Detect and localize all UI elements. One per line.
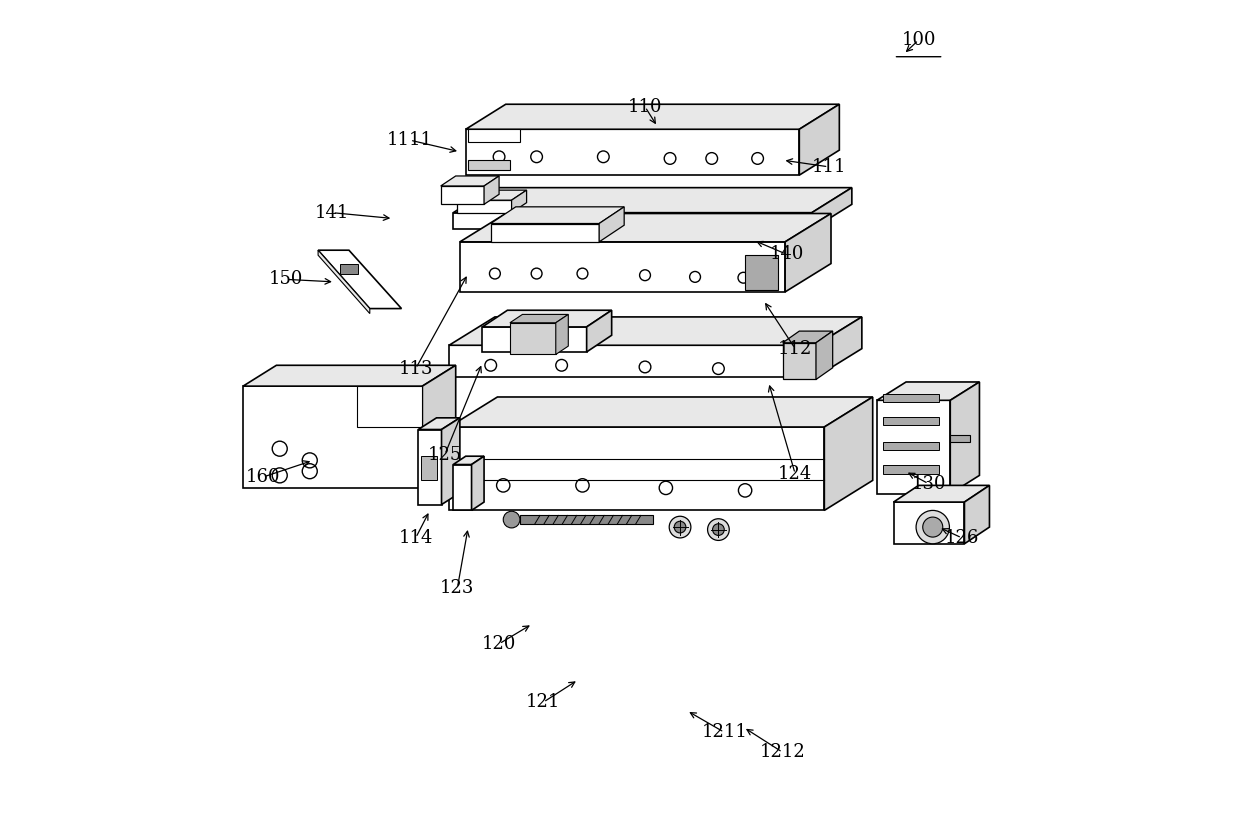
Text: 126: 126 bbox=[945, 529, 980, 547]
Text: 123: 123 bbox=[440, 579, 475, 597]
Polygon shape bbox=[883, 465, 940, 474]
Polygon shape bbox=[357, 386, 423, 427]
Circle shape bbox=[923, 517, 942, 537]
Polygon shape bbox=[950, 382, 980, 494]
Polygon shape bbox=[449, 427, 825, 510]
Polygon shape bbox=[458, 190, 527, 200]
Text: 150: 150 bbox=[269, 270, 304, 289]
Polygon shape bbox=[471, 456, 484, 510]
Circle shape bbox=[916, 510, 950, 544]
Polygon shape bbox=[418, 430, 441, 505]
Text: 100: 100 bbox=[901, 31, 936, 49]
Text: 114: 114 bbox=[398, 529, 433, 547]
Polygon shape bbox=[812, 188, 852, 229]
Polygon shape bbox=[243, 365, 456, 386]
Polygon shape bbox=[340, 264, 358, 274]
Polygon shape bbox=[894, 502, 965, 544]
Polygon shape bbox=[319, 250, 402, 309]
Polygon shape bbox=[460, 214, 831, 242]
Polygon shape bbox=[482, 310, 611, 327]
Polygon shape bbox=[491, 207, 624, 224]
Polygon shape bbox=[453, 465, 471, 510]
Polygon shape bbox=[877, 400, 950, 494]
Text: 125: 125 bbox=[428, 445, 463, 464]
Polygon shape bbox=[816, 331, 833, 379]
Polygon shape bbox=[243, 386, 423, 488]
Circle shape bbox=[670, 516, 691, 538]
Polygon shape bbox=[825, 397, 873, 510]
Polygon shape bbox=[484, 176, 498, 204]
Polygon shape bbox=[453, 188, 852, 213]
Text: 1111: 1111 bbox=[387, 131, 433, 149]
Polygon shape bbox=[460, 242, 785, 292]
Polygon shape bbox=[816, 317, 862, 377]
Text: 140: 140 bbox=[770, 245, 804, 264]
Polygon shape bbox=[449, 345, 816, 377]
Polygon shape bbox=[482, 327, 587, 352]
Polygon shape bbox=[440, 176, 498, 186]
Polygon shape bbox=[965, 485, 990, 544]
Polygon shape bbox=[423, 365, 456, 488]
Text: 110: 110 bbox=[627, 98, 662, 116]
Polygon shape bbox=[469, 160, 510, 170]
Polygon shape bbox=[512, 190, 527, 213]
Text: 121: 121 bbox=[526, 693, 560, 711]
Polygon shape bbox=[782, 343, 816, 379]
Polygon shape bbox=[466, 104, 839, 129]
Polygon shape bbox=[883, 442, 940, 450]
Polygon shape bbox=[420, 456, 438, 480]
Polygon shape bbox=[453, 456, 484, 465]
Text: 124: 124 bbox=[777, 465, 812, 483]
Text: 112: 112 bbox=[777, 339, 812, 358]
Polygon shape bbox=[466, 129, 800, 175]
Polygon shape bbox=[319, 250, 370, 314]
Text: 130: 130 bbox=[911, 475, 946, 493]
Polygon shape bbox=[883, 417, 940, 425]
Polygon shape bbox=[587, 310, 611, 352]
Polygon shape bbox=[510, 314, 568, 323]
Polygon shape bbox=[449, 397, 873, 427]
Polygon shape bbox=[453, 213, 812, 229]
Polygon shape bbox=[894, 485, 990, 502]
Polygon shape bbox=[556, 314, 568, 354]
Polygon shape bbox=[491, 224, 599, 242]
Polygon shape bbox=[441, 418, 460, 505]
Text: 1212: 1212 bbox=[760, 743, 806, 761]
Text: 113: 113 bbox=[398, 359, 433, 378]
Polygon shape bbox=[883, 394, 940, 402]
Polygon shape bbox=[745, 255, 779, 290]
Circle shape bbox=[708, 519, 729, 540]
Text: 1211: 1211 bbox=[702, 723, 748, 741]
Text: 160: 160 bbox=[246, 468, 280, 486]
Polygon shape bbox=[785, 214, 831, 292]
Text: 120: 120 bbox=[482, 635, 516, 653]
Circle shape bbox=[503, 511, 520, 528]
Circle shape bbox=[713, 524, 724, 535]
Polygon shape bbox=[800, 104, 839, 175]
Polygon shape bbox=[440, 186, 484, 204]
Polygon shape bbox=[950, 435, 970, 442]
Text: 111: 111 bbox=[811, 158, 846, 176]
Polygon shape bbox=[520, 515, 653, 524]
Text: 141: 141 bbox=[315, 203, 350, 222]
Polygon shape bbox=[418, 418, 460, 430]
Polygon shape bbox=[877, 382, 980, 400]
Polygon shape bbox=[458, 200, 512, 213]
Polygon shape bbox=[510, 323, 556, 354]
Circle shape bbox=[675, 521, 686, 533]
Polygon shape bbox=[782, 331, 833, 343]
Polygon shape bbox=[599, 207, 624, 242]
Polygon shape bbox=[469, 129, 520, 142]
Polygon shape bbox=[449, 317, 862, 345]
